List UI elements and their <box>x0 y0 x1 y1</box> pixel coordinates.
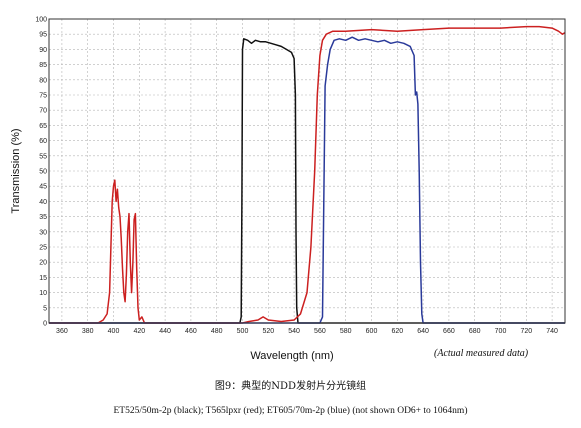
y-tick-label: 25 <box>39 245 47 252</box>
x-tick-label: 480 <box>211 328 223 335</box>
series-lines <box>49 25 566 324</box>
y-tick-label: 45 <box>39 184 47 191</box>
x-tick-label: 620 <box>391 328 403 335</box>
x-tick-label: 420 <box>133 328 145 335</box>
x-tick-label: 500 <box>237 328 249 335</box>
y-ticks: 0 5 10 15 20 25 30 35 40 45 50 55 60 65 70 75 80 85 90 95 10… <box>35 17 47 328</box>
x-tick-label: 520 <box>262 328 274 335</box>
x-tick-label: 640 <box>417 328 429 335</box>
y-tick-label: 90 <box>39 47 47 54</box>
y-axis-label: Transmission (%) <box>10 128 22 213</box>
y-tick-label: 5 <box>43 305 47 312</box>
y-tick-label: 35 <box>39 214 47 221</box>
x-tick-label: 660 <box>443 328 455 335</box>
y-tick-label: 95 <box>39 32 47 39</box>
x-axis-label: Wavelength (nm) <box>250 350 333 362</box>
series-line-black <box>49 38 565 324</box>
y-tick-label: 50 <box>39 169 47 176</box>
y-tick-label: 30 <box>39 229 47 236</box>
y-tick-label: 60 <box>39 138 47 145</box>
y-tick-label: 55 <box>39 153 47 160</box>
plot-frame <box>48 18 566 324</box>
y-tick-label: 85 <box>39 62 47 69</box>
y-tick-label: 0 <box>43 321 47 328</box>
y-tick-label: 100 <box>35 17 47 24</box>
y-tick-label: 70 <box>39 108 47 115</box>
x-tick-label: 700 <box>495 328 507 335</box>
x-ticks: 360 380 400 420 440 460 480 500 520 540 560 580 600 6… <box>56 328 558 335</box>
x-tick-label: 380 <box>82 328 94 335</box>
x-tick-label: 400 <box>108 328 120 335</box>
x-tick-label: 740 <box>546 328 558 335</box>
y-tick-label: 15 <box>39 275 47 282</box>
x-tick-label: 600 <box>366 328 378 335</box>
x-tick-label: 440 <box>159 328 171 335</box>
x-tick-label: 360 <box>56 328 68 335</box>
x-tick-label: 580 <box>340 328 352 335</box>
series-line-red <box>49 25 566 324</box>
y-tick-label: 20 <box>39 260 47 267</box>
figure-caption: 图9：典型的NDD发射片分光镜组 <box>214 381 367 392</box>
x-tick-label: 560 <box>314 328 326 335</box>
y-tick-label: 80 <box>39 77 47 84</box>
series-note: ET525/50m-2p (black); T565lpxr (red); ET… <box>113 406 468 416</box>
x-tick-label: 720 <box>520 328 532 335</box>
annotation-measured-data: (Actual measured data) <box>434 348 529 359</box>
x-tick-label: 460 <box>185 328 197 335</box>
y-tick-label: 65 <box>39 123 47 130</box>
y-tick-label: 40 <box>39 199 47 206</box>
grid <box>49 19 565 323</box>
x-tick-label: 680 <box>469 328 481 335</box>
y-tick-label: 75 <box>39 93 47 100</box>
series-line-blue <box>49 36 565 324</box>
y-tick-label: 10 <box>39 290 47 297</box>
x-tick-label: 540 <box>288 328 300 335</box>
